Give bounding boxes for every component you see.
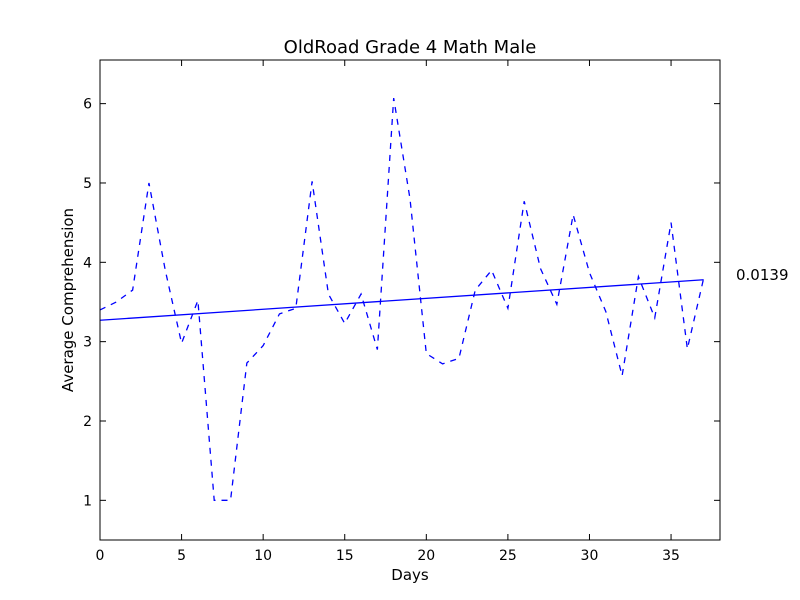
series-line: [99, 97, 705, 501]
trend-line: [99, 279, 704, 321]
axes: 0 5 10 15 20 25 30 35 1 2 3 4 5 6: [83, 59, 721, 564]
y-tick-label: 4: [83, 255, 92, 271]
y-tick-label: 5: [83, 176, 92, 192]
y-tick-label: 1: [83, 493, 92, 509]
x-tick-label: 25: [499, 548, 517, 564]
x-tick-label: 20: [417, 548, 435, 564]
plot-frame: [99, 59, 721, 541]
x-tick-label: 10: [254, 548, 272, 564]
chart-title: OldRoad Grade 4 Math Male: [284, 37, 537, 58]
y-tick-label: 2: [83, 414, 92, 430]
x-tick-label: 15: [336, 548, 354, 564]
plot-area: [99, 97, 705, 501]
y-tick-label: 6: [83, 97, 92, 113]
slope-annotation: 0.0139: [736, 266, 789, 284]
x-tick-label: 30: [581, 548, 599, 564]
y-axis-label: Average Comprehension: [59, 208, 77, 392]
x-axis-label: Days: [391, 566, 429, 584]
x-tick-label: 5: [177, 548, 186, 564]
x-tick-label: 35: [662, 548, 680, 564]
y-tick-label: 3: [83, 335, 92, 351]
x-tick-label: 0: [96, 548, 105, 564]
